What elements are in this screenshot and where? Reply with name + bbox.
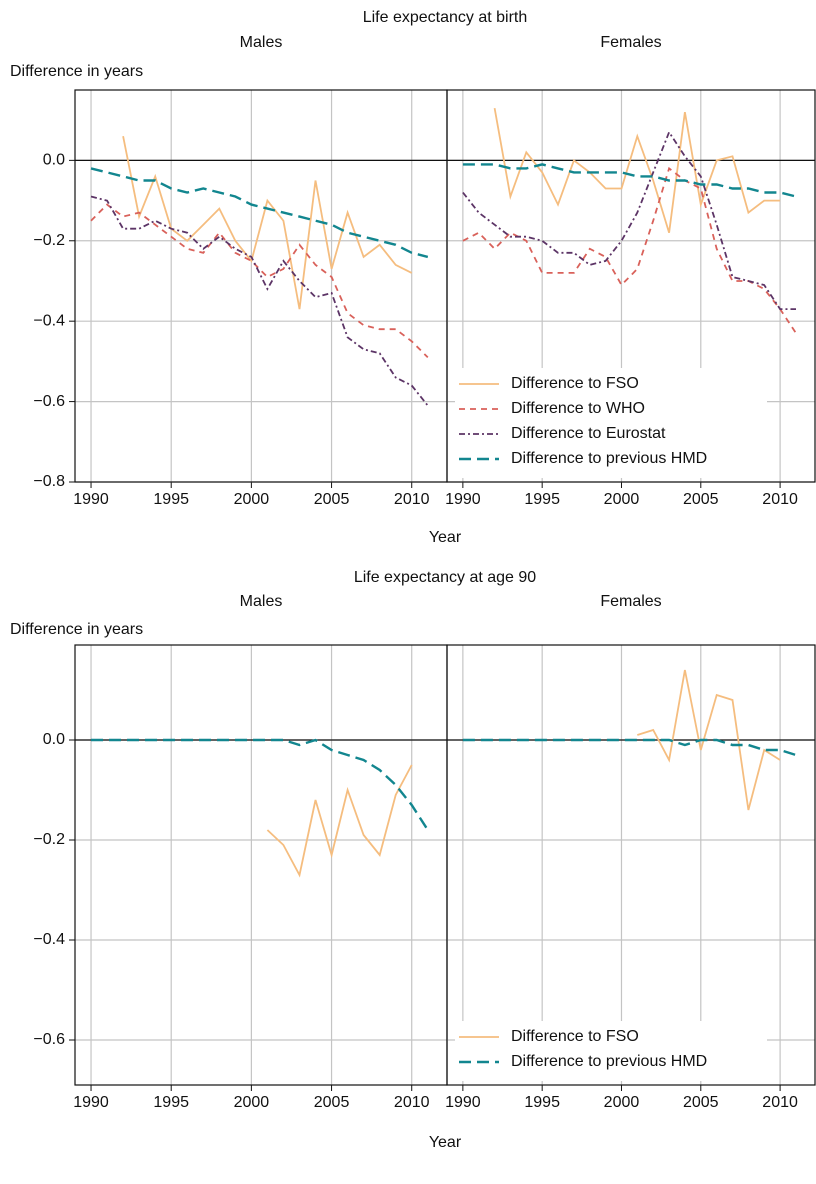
series-line — [493, 107, 781, 233]
x-axis-label: Year — [429, 1134, 462, 1151]
y-axis-label: Difference in years — [10, 621, 143, 638]
series-line — [462, 738, 797, 757]
legend-label: Difference to WHO — [511, 400, 645, 417]
panel-frame — [74, 89, 448, 483]
x-tick-label: 2010 — [762, 1094, 798, 1111]
x-tick-label: 1990 — [73, 1094, 109, 1111]
series-line — [266, 764, 413, 878]
series-line — [122, 136, 413, 310]
y-tick-label: 0.0 — [43, 152, 65, 169]
series-line — [462, 130, 796, 310]
legend-label: Difference to previous HMD — [511, 450, 707, 467]
x-tick-label: 1995 — [524, 491, 560, 508]
series-line — [90, 167, 429, 259]
series-line — [90, 195, 429, 407]
x-tick-label: 2000 — [604, 1094, 640, 1111]
series-line — [90, 203, 429, 359]
x-tick-label: 2005 — [314, 1094, 350, 1111]
x-tick-label: 1995 — [153, 491, 189, 508]
series-line — [91, 738, 429, 831]
x-tick-label: 2005 — [683, 491, 719, 508]
legend-label: Difference to FSO — [511, 1028, 639, 1045]
panel-title: Females — [600, 34, 661, 51]
y-tick-label: −0.4 — [33, 931, 65, 948]
series-line — [637, 669, 781, 811]
panel-title: Males — [240, 593, 283, 610]
x-tick-label: 2005 — [314, 491, 350, 508]
legend-label: Difference to FSO — [511, 375, 639, 392]
x-tick-label: 2010 — [762, 491, 798, 508]
chart-title: Life expectancy at birth — [363, 9, 528, 26]
legend-box — [455, 368, 767, 478]
x-tick-label: 2005 — [683, 1094, 719, 1111]
x-tick-label: 2010 — [394, 491, 430, 508]
x-tick-label: 1990 — [445, 491, 481, 508]
series-line — [462, 166, 797, 334]
y-tick-label: −0.4 — [33, 312, 65, 329]
y-tick-label: −0.2 — [33, 232, 65, 249]
y-tick-label: 0.0 — [43, 731, 65, 748]
chart-title: Life expectancy at age 90 — [354, 569, 536, 586]
y-tick-label: −0.6 — [33, 1031, 65, 1048]
x-tick-label: 2000 — [234, 491, 270, 508]
legend-label: Difference to previous HMD — [511, 1053, 707, 1070]
x-axis-label: Year — [429, 529, 462, 546]
x-tick-label: 2010 — [394, 1094, 430, 1111]
x-tick-label: 1995 — [153, 1094, 189, 1111]
y-tick-label: −0.8 — [33, 473, 65, 490]
y-axis-label: Difference in years — [10, 63, 143, 80]
panel-title: Females — [600, 593, 661, 610]
y-tick-label: −0.2 — [33, 831, 65, 848]
x-tick-label: 2000 — [234, 1094, 270, 1111]
x-tick-label: 1990 — [73, 491, 109, 508]
legend-box — [455, 1021, 767, 1081]
panel-frame — [74, 644, 448, 1086]
legend-label: Difference to Eurostat — [511, 425, 666, 442]
panel-title: Males — [240, 34, 283, 51]
x-tick-label: 1990 — [445, 1094, 481, 1111]
x-tick-label: 1995 — [524, 1094, 560, 1111]
panel-frame — [446, 89, 816, 483]
x-tick-label: 2000 — [604, 491, 640, 508]
y-tick-label: −0.6 — [33, 393, 65, 410]
series-line — [462, 163, 797, 198]
panel-frame — [446, 644, 816, 1086]
